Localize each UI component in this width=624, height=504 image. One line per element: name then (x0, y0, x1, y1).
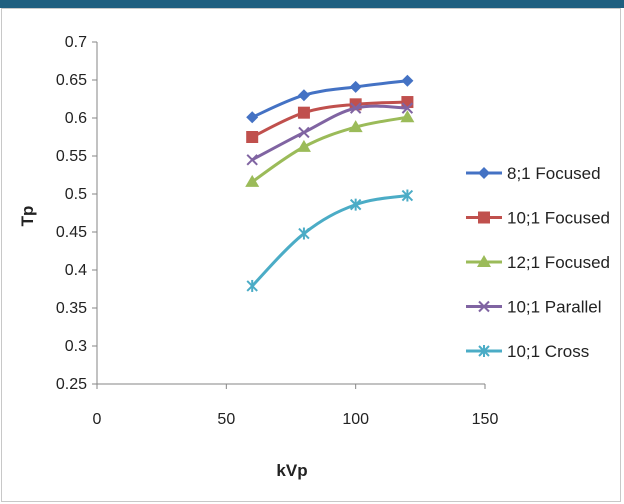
series-4 (246, 102, 414, 166)
data-point (349, 80, 362, 93)
top-border-bar (0, 0, 624, 8)
series-line (251, 100, 408, 139)
legend-item-5: 10;1 Cross (466, 342, 589, 361)
data-point (245, 174, 260, 187)
series-1 (246, 74, 414, 124)
series-layer (245, 74, 415, 292)
y-tick-label: 0.55 (56, 148, 87, 165)
legend-label: 8;1 Focused (507, 164, 601, 183)
marker-stroke (298, 126, 310, 139)
legend-label: 10;1 Cross (507, 342, 589, 361)
data-point (348, 120, 363, 133)
y-tick-label: 0.45 (56, 224, 87, 241)
x-tick-label: 0 (93, 411, 102, 428)
data-point (401, 96, 414, 109)
data-point (297, 106, 310, 119)
y-axis-title: Tp (18, 206, 37, 227)
y-tick-label: 0.5 (65, 186, 87, 203)
data-point (246, 279, 258, 292)
legend-marker (478, 167, 490, 179)
y-tick-label: 0.7 (65, 34, 87, 51)
series-line (251, 194, 408, 288)
legend: 8;1 Focused 10;1 Focused 12;1 Focused 10;1 … (466, 164, 610, 361)
marker-stroke (246, 154, 258, 166)
y-tick-label: 0.3 (65, 338, 87, 355)
marker-stroke (401, 102, 414, 114)
legend-marker (478, 345, 490, 357)
marker-stroke (349, 102, 362, 114)
chart-frame (1, 8, 621, 502)
data-point (401, 189, 414, 202)
data-point (401, 102, 414, 114)
data-point (296, 139, 311, 152)
legend-marker (478, 211, 490, 224)
legend-item-3: 12;1 Focused (466, 253, 610, 272)
y-tick-label: 0.25 (56, 376, 87, 393)
legend-label: 10;1 Focused (507, 209, 610, 228)
x-tick-label: 100 (342, 411, 369, 428)
data-point (246, 111, 259, 124)
y-tick-label: 0.4 (65, 262, 87, 279)
x-tick-label: 50 (217, 411, 235, 428)
data-point (298, 126, 310, 139)
legend-item-1: 8;1 Focused (466, 164, 601, 183)
data-point (400, 110, 415, 123)
series-5 (246, 189, 414, 292)
series-line (251, 115, 408, 184)
legend-label: 10;1 Parallel (507, 298, 602, 317)
data-point (401, 74, 414, 87)
data-point (246, 131, 259, 143)
legend-marker (478, 300, 490, 313)
data-point (298, 227, 310, 240)
y-tick-label: 0.35 (56, 300, 87, 317)
series-line (251, 104, 408, 162)
legend-label: 12;1 Focused (507, 253, 610, 272)
y-tick-label: 0.65 (56, 72, 87, 89)
data-point (297, 89, 310, 102)
data-point (349, 102, 362, 114)
data-point (246, 154, 258, 166)
series-line (251, 79, 408, 119)
data-point (349, 198, 362, 211)
legend-item-4: 10;1 Parallel (466, 298, 602, 317)
series-3 (245, 110, 415, 187)
axes: 0.25 0.3 0.35 0.4 0.45 0.5 0.55 0.6 0.65 0.7 0 50 10… (56, 34, 499, 428)
marker-stroke (478, 300, 490, 313)
x-axis-title: kVp (276, 461, 307, 480)
legend-item-2: 10;1 Focused (466, 209, 610, 228)
x-tick-label: 150 (472, 411, 499, 428)
y-tick-label: 0.6 (65, 110, 87, 127)
legend-marker (477, 255, 491, 267)
